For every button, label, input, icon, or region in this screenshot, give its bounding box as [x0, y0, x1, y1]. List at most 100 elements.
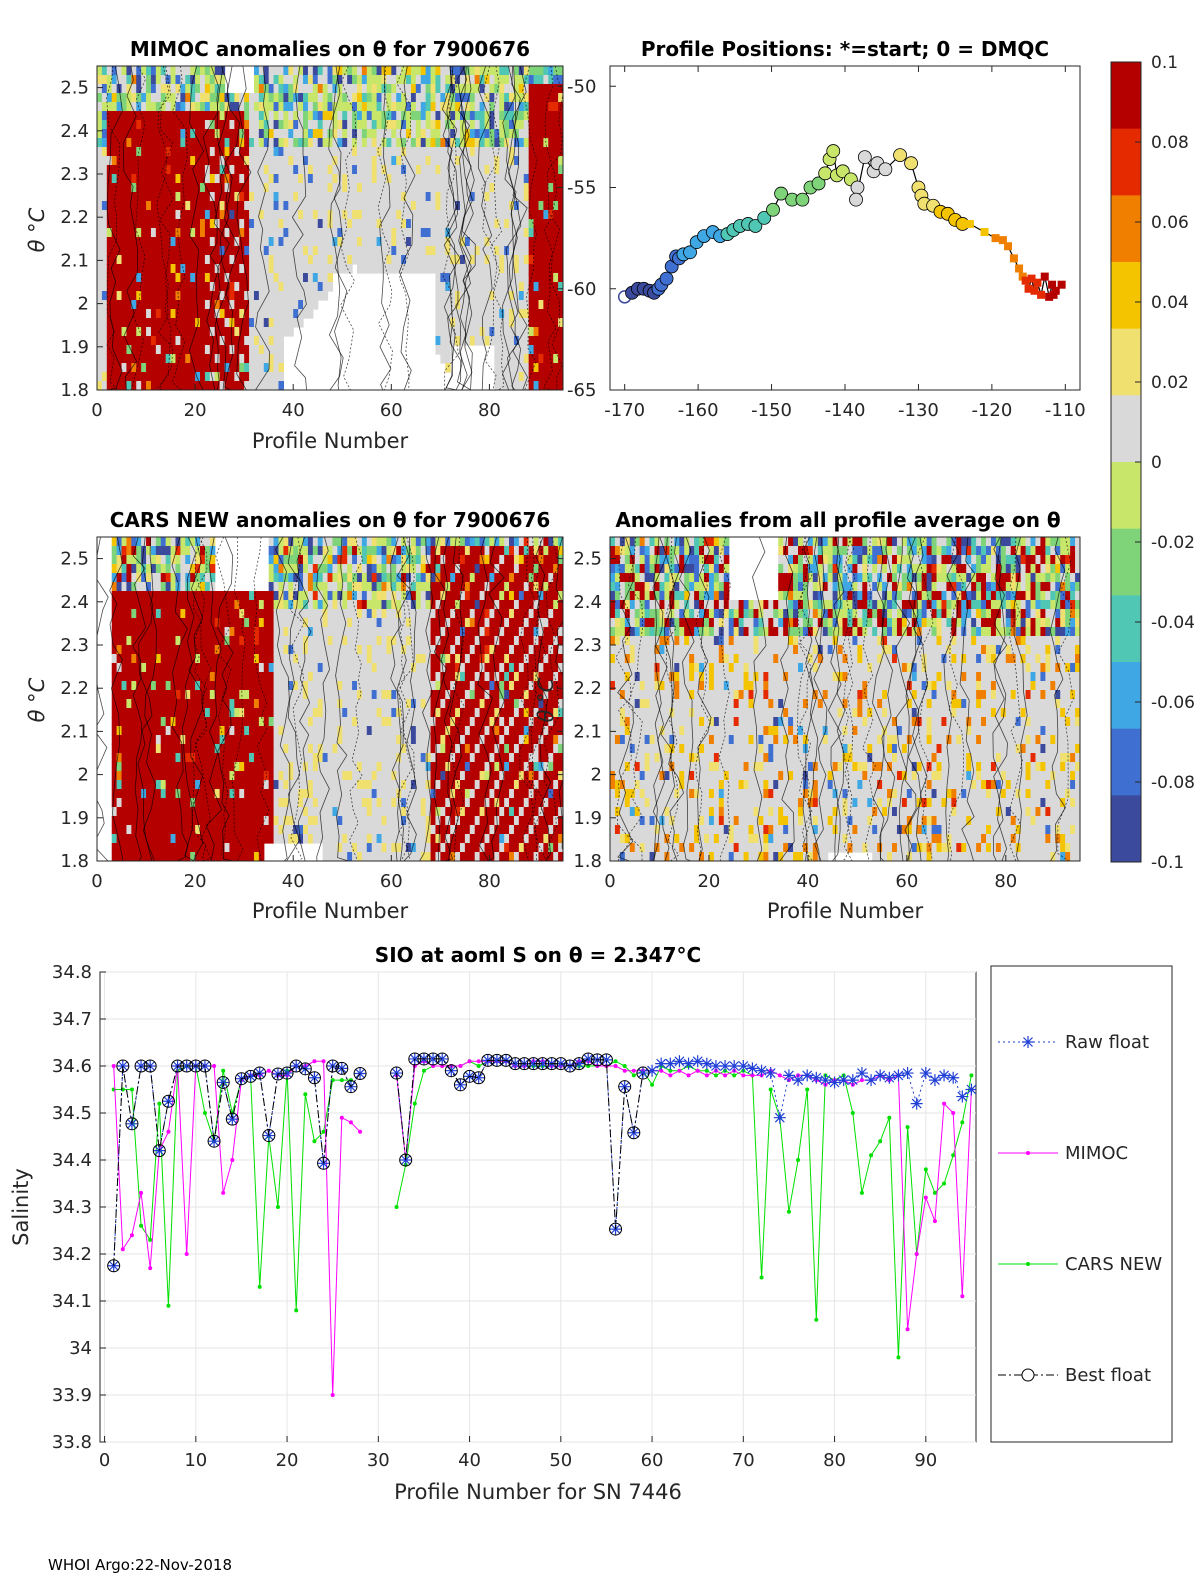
heatmap-cell — [249, 381, 255, 390]
heatmap-cell — [204, 843, 211, 853]
heatmap-cell — [450, 102, 456, 112]
heatmap-cell — [489, 120, 495, 130]
heatmap-cell — [494, 372, 500, 382]
heatmap-cell — [322, 291, 329, 301]
contour-line — [106, 66, 121, 390]
heatmap-cell — [170, 645, 177, 655]
heatmap-cell — [322, 219, 329, 229]
heatmap-cell — [268, 663, 275, 673]
track-point — [1009, 254, 1018, 263]
heatmap-cell — [141, 201, 147, 211]
heatmap-cell — [352, 645, 358, 655]
heatmap-cell — [160, 546, 167, 556]
heatmap-cell — [391, 102, 397, 112]
heatmap-cell — [278, 546, 284, 556]
heatmap-cell — [455, 264, 461, 274]
heatmap-cell — [253, 591, 260, 601]
heatmap-cell — [160, 75, 167, 85]
heatmap-cell — [214, 600, 221, 610]
heatmap-cell — [499, 336, 505, 346]
heatmap-cell — [494, 255, 500, 265]
heatmap-cell — [337, 789, 343, 799]
heatmap-cell — [258, 843, 265, 853]
heatmap-cell — [533, 75, 540, 85]
heatmap-cell — [356, 645, 363, 655]
heatmap-cell — [229, 726, 235, 736]
heatmap-cell — [381, 264, 388, 274]
heatmap-cell — [401, 75, 407, 85]
heatmap-cell — [283, 672, 289, 682]
heatmap-cell — [185, 237, 191, 247]
heatmap-cell — [146, 537, 152, 547]
heatmap-cell — [150, 672, 157, 682]
heatmap-cell — [200, 93, 206, 103]
heatmap-cell — [229, 753, 235, 763]
heatmap-cell — [352, 663, 358, 673]
heatmap-cell — [415, 219, 422, 229]
heatmap-cell — [273, 336, 280, 346]
heatmap-cell — [121, 555, 128, 565]
heatmap-cell — [273, 75, 280, 85]
heatmap-cell — [195, 546, 201, 556]
heatmap-cell — [190, 363, 196, 373]
heatmap-cell — [386, 75, 392, 85]
heatmap-cell — [273, 798, 280, 808]
heatmap-cell — [224, 165, 231, 175]
heatmap-cell — [209, 537, 216, 547]
heatmap-cell — [425, 246, 432, 256]
heatmap-cell — [131, 771, 137, 781]
heatmap-cell — [278, 165, 284, 175]
heatmap-cell — [288, 228, 294, 238]
heatmap-cell — [386, 210, 392, 220]
heatmap-cell — [244, 771, 250, 781]
heatmap-cell — [293, 174, 299, 184]
heatmap-cell — [185, 591, 191, 601]
heatmap-cell — [455, 129, 461, 139]
heatmap-cell — [155, 66, 162, 76]
heatmap-cell — [165, 681, 172, 691]
heatmap-cell — [200, 66, 206, 76]
heatmap-cell — [190, 564, 196, 574]
heatmap-cell — [195, 843, 201, 853]
heatmap-cell — [303, 246, 309, 256]
heatmap-cell — [131, 627, 137, 637]
heatmap-cell — [376, 174, 383, 184]
heatmap-cell — [278, 834, 284, 844]
heatmap-cell — [141, 708, 147, 718]
heatmap-cell — [317, 645, 324, 655]
heatmap-cell — [288, 708, 294, 718]
heatmap-cell — [464, 66, 471, 76]
heatmap-cell — [190, 717, 196, 727]
heatmap-cell — [391, 201, 397, 211]
heatmap-cell — [195, 807, 201, 817]
heatmap-cell — [126, 762, 132, 772]
heatmap-cell — [175, 246, 181, 256]
heatmap-cell — [312, 84, 319, 94]
heatmap-cell — [185, 138, 191, 148]
heatmap-cell — [111, 636, 118, 646]
heatmap-cell — [224, 771, 231, 781]
heatmap-cell — [307, 753, 314, 763]
heatmap-cell — [111, 654, 118, 664]
heatmap-cell — [195, 336, 201, 346]
heatmap-cell — [150, 771, 157, 781]
heatmap-cell — [180, 309, 186, 319]
heatmap-cell — [155, 798, 162, 808]
heatmap-cell — [307, 165, 314, 175]
heatmap-cell — [136, 762, 142, 772]
heatmap-cell — [146, 834, 152, 844]
heatmap-cell — [180, 273, 186, 283]
heatmap-cell — [111, 771, 118, 781]
contour-line — [223, 66, 241, 390]
heatmap-cell — [136, 834, 142, 844]
heatmap-cell — [229, 138, 235, 148]
heatmap-cell — [518, 138, 525, 148]
heatmap-cell — [244, 372, 250, 382]
positions-track — [617, 144, 1066, 304]
heatmap-cell — [126, 672, 132, 682]
heatmap-cell — [273, 237, 280, 247]
heatmap-cell — [283, 609, 289, 619]
heatmap-cell — [190, 618, 196, 628]
heatmap-cell — [190, 645, 196, 655]
heatmap-cell — [347, 780, 353, 790]
